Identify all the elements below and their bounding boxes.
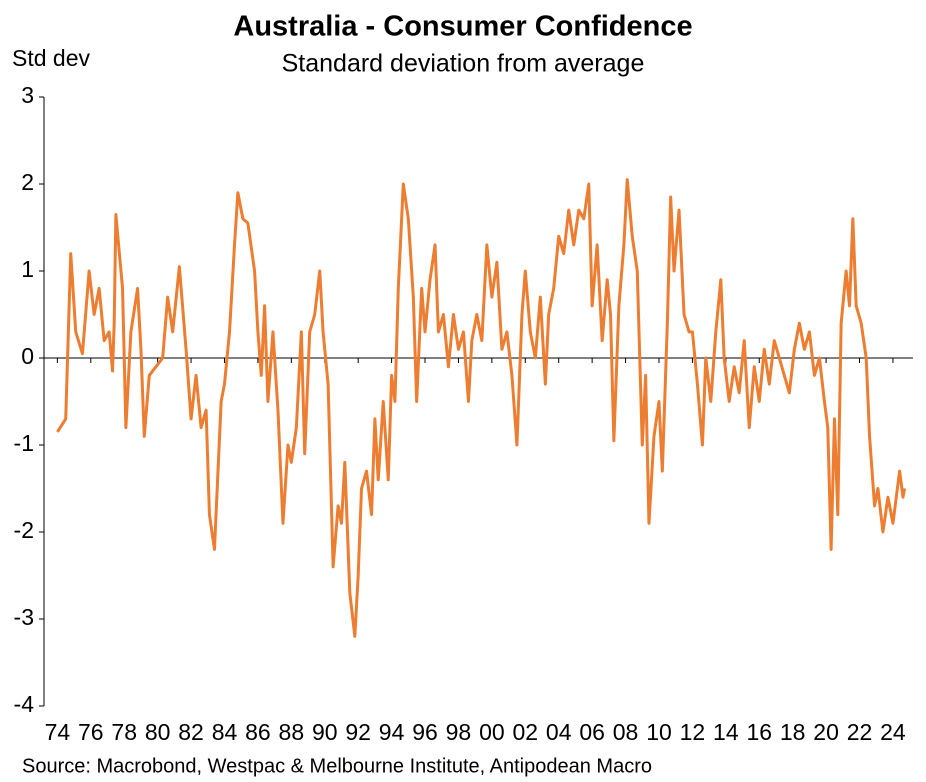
x-tick-label: 78 <box>111 719 137 745</box>
y-tick-label: 2 <box>21 169 34 195</box>
chart-subtitle: Standard deviation from average <box>282 50 645 78</box>
y-tick-label: -1 <box>14 430 34 456</box>
y-tick-label: 3 <box>21 82 34 108</box>
y-tick-label: -3 <box>14 604 34 630</box>
source-note: Source: Macrobond, Westpac & Melbourne I… <box>22 755 652 777</box>
x-tick-label: 18 <box>780 719 806 745</box>
x-tick-label: 90 <box>312 719 338 745</box>
x-tick-label: 22 <box>847 719 873 745</box>
x-tick-label: 04 <box>546 719 572 745</box>
x-tick-label: 80 <box>145 719 171 745</box>
x-tick-label: 76 <box>78 719 104 745</box>
y-tick-label: 1 <box>21 256 34 282</box>
chart-title: Australia - Consumer Confidence <box>233 11 692 43</box>
x-tick-label: 24 <box>880 719 906 745</box>
y-tick-label: 0 <box>21 343 34 369</box>
x-tick-label: 06 <box>579 719 605 745</box>
x-tick-label: 20 <box>813 719 839 745</box>
x-tick-label: 86 <box>245 719 271 745</box>
x-tick-label: 10 <box>646 719 672 745</box>
x-tick-label: 00 <box>479 719 505 745</box>
x-tick-label: 96 <box>412 719 438 745</box>
x-tick-label: 08 <box>613 719 639 745</box>
x-tick-label: 12 <box>680 719 706 745</box>
x-tick-label: 14 <box>713 719 739 745</box>
x-tick-label: 16 <box>746 719 772 745</box>
y-tick-label: -4 <box>14 691 35 717</box>
y-tick-label: -2 <box>14 517 34 543</box>
x-tick-label: 94 <box>379 719 405 745</box>
x-tick-label: 74 <box>45 719 71 745</box>
x-tick-label: 02 <box>512 719 538 745</box>
y-axis-label: Std dev <box>12 45 90 71</box>
x-tick-label: 98 <box>446 719 472 745</box>
x-tick-label: 88 <box>279 719 305 745</box>
x-tick-label: 84 <box>212 719 238 745</box>
data-line <box>56 178 907 638</box>
x-tick-label: 92 <box>345 719 371 745</box>
x-tick-label: 82 <box>178 719 204 745</box>
